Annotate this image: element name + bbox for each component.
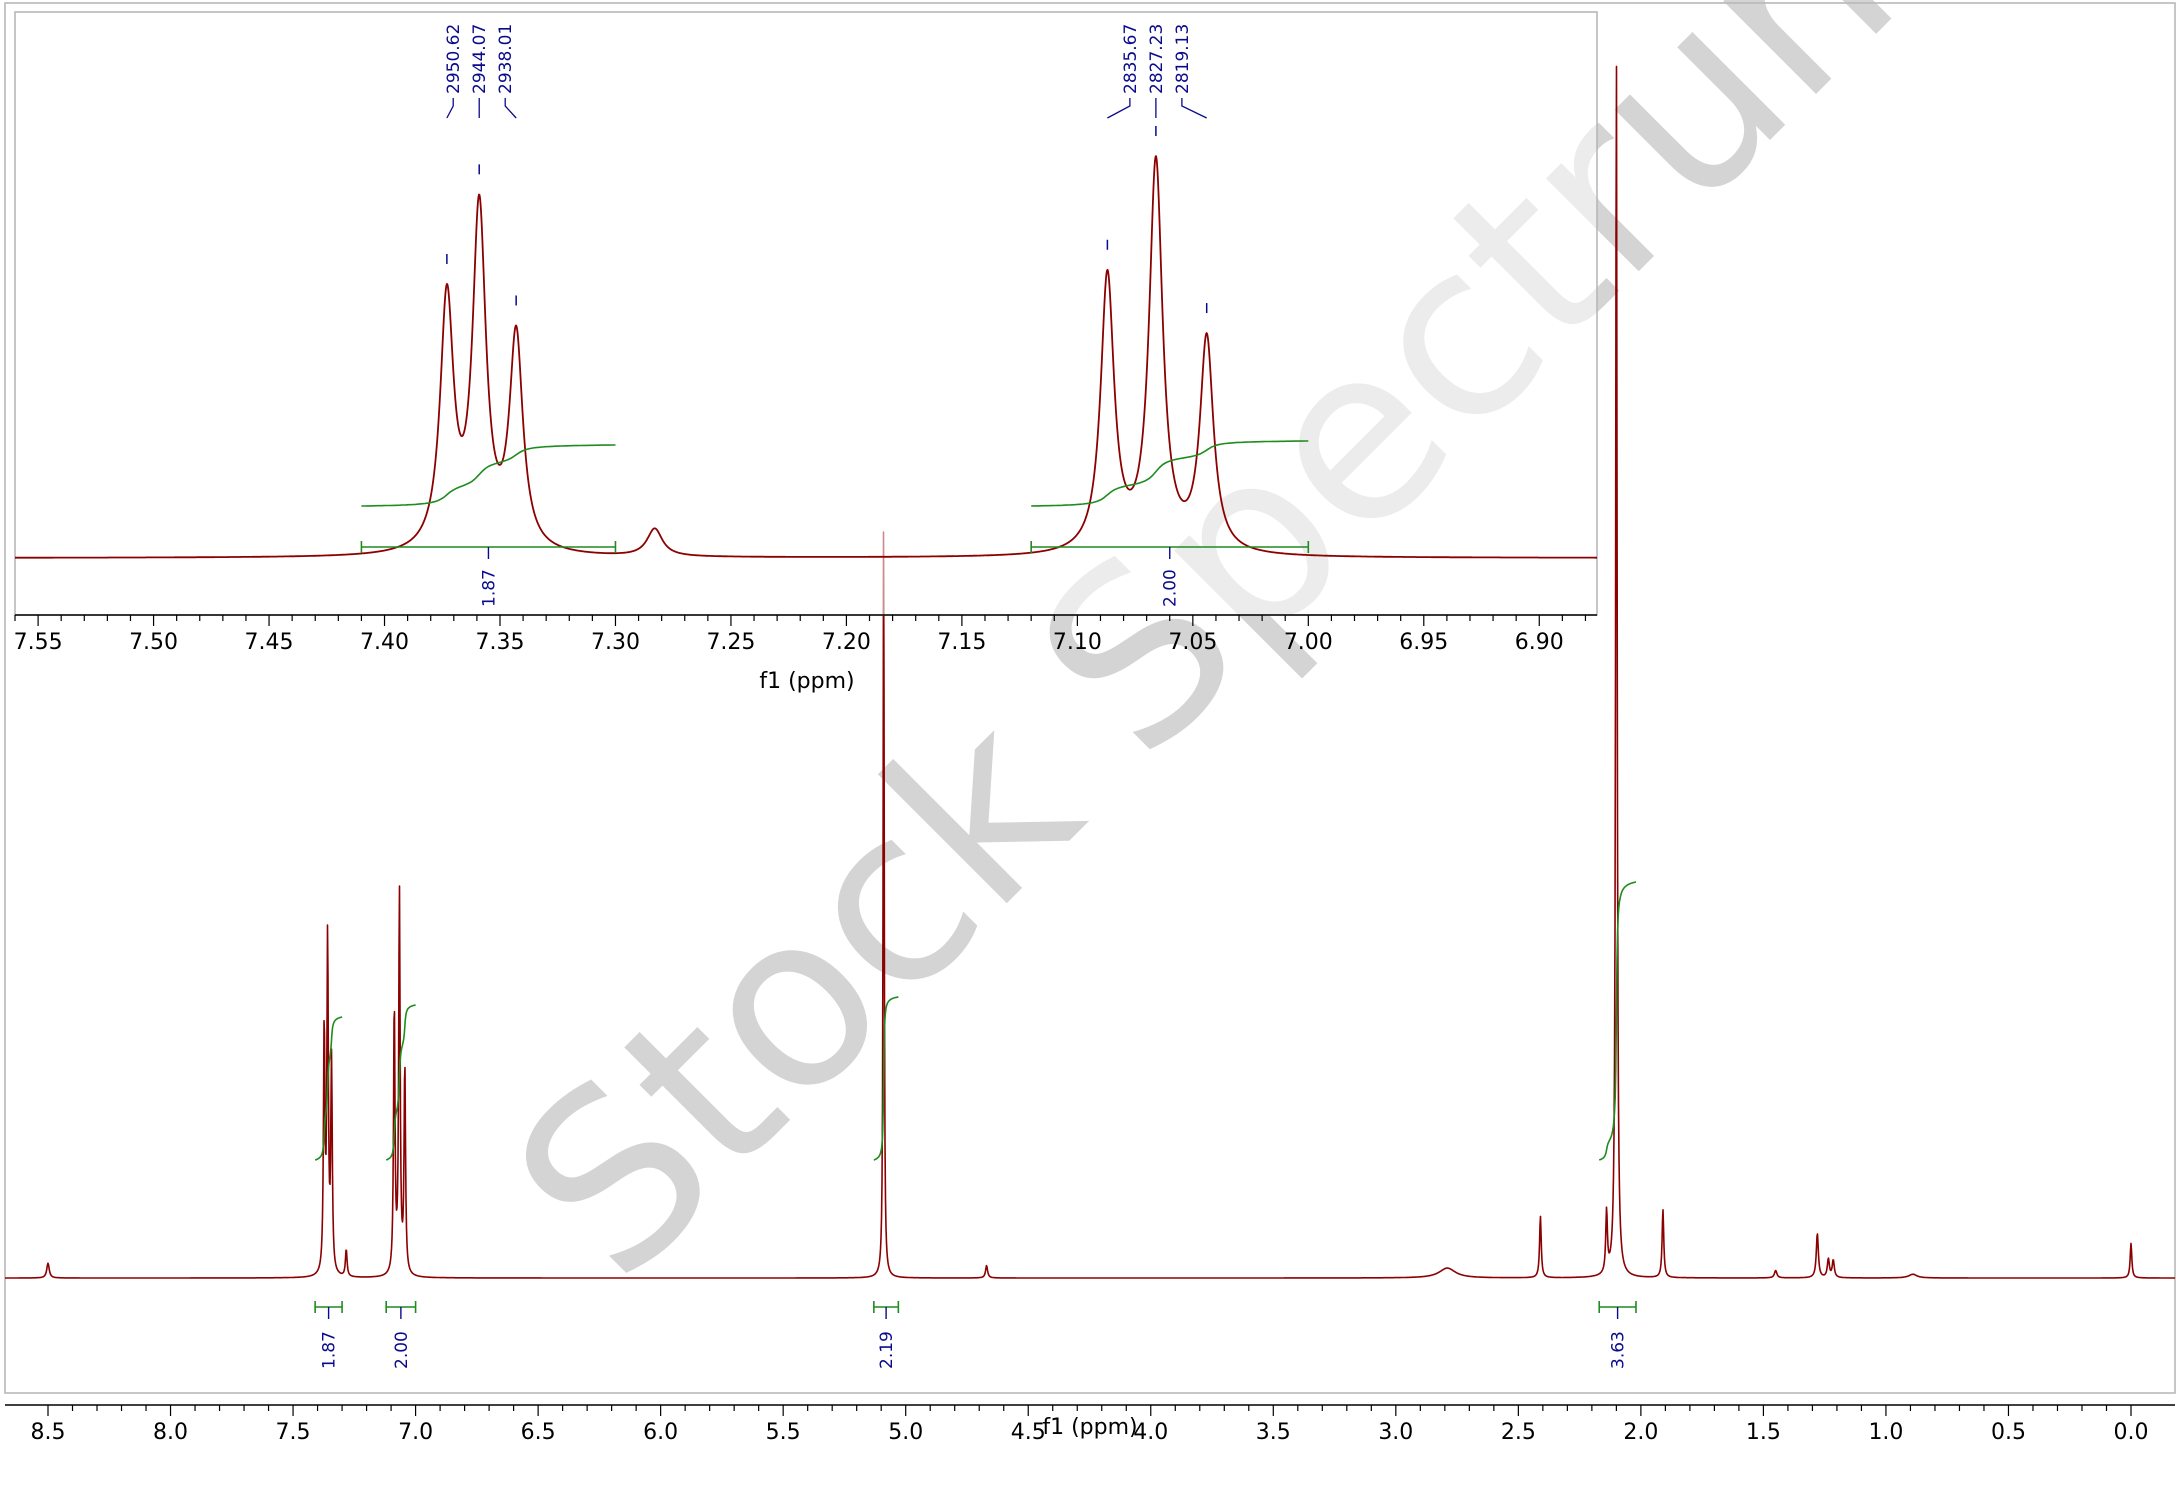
main-x-tick-label: 2.0 <box>1623 1420 1658 1445</box>
main-x-tick-label: 0.0 <box>2114 1420 2149 1445</box>
integral-value-label: 3.63 <box>1609 1331 1629 1369</box>
main-x-tick-label: 3.5 <box>1256 1420 1291 1445</box>
main-x-axis-title: f1 (ppm) <box>1042 1415 1137 1440</box>
peak-hz-label: 2819.13 <box>1173 24 1193 94</box>
main-x-tick-label: 5.5 <box>766 1420 801 1445</box>
main-x-tick-label: 5.0 <box>888 1420 923 1445</box>
main-x-tick-label: 4.5 <box>1011 1420 1046 1445</box>
peak-hz-label: 2835.67 <box>1121 24 1141 94</box>
inset-x-tick-label: 7.10 <box>1053 630 1102 655</box>
inset-x-tick-label: 6.90 <box>1515 630 1564 655</box>
integral-value-label: 1.87 <box>320 1331 340 1369</box>
main-x-tick-label: 3.0 <box>1378 1420 1413 1445</box>
inset-integral-value-label: 2.00 <box>1161 569 1181 607</box>
inset-x-tick-label: 7.45 <box>245 630 294 655</box>
main-x-tick-label: 1.5 <box>1746 1420 1781 1445</box>
inset-x-tick-label: 7.25 <box>706 630 755 655</box>
peak-label-connector <box>446 98 454 119</box>
main-x-tick-label: 6.5 <box>521 1420 556 1445</box>
inset-integral-curve <box>1031 440 1309 507</box>
main-x-tick-label: 7.0 <box>398 1420 433 1445</box>
main-x-tick-label: 6.0 <box>643 1420 678 1445</box>
inset-integral-value-label: 1.87 <box>479 569 499 607</box>
integral-curve <box>385 1004 416 1161</box>
inset-x-axis-title: f1 (ppm) <box>759 669 854 694</box>
inset-x-tick-label: 7.50 <box>129 630 178 655</box>
peak-hz-label: 2827.23 <box>1147 24 1167 94</box>
integral-curve <box>314 1016 343 1161</box>
inset-x-tick-label: 7.40 <box>360 630 409 655</box>
inset-x-tick-label: 7.15 <box>937 630 986 655</box>
inset-integral-curve <box>361 444 616 507</box>
main-x-tick-label: 1.0 <box>1868 1420 1903 1445</box>
main-plot-frame <box>4 2 2176 1394</box>
inset-x-tick-label: 6.95 <box>1399 630 1448 655</box>
inset-spectrum-trace <box>14 155 1598 559</box>
main-x-tick-label: 4.0 <box>1133 1420 1168 1445</box>
peak-hz-label: 2944.07 <box>470 24 490 94</box>
inset-x-tick-label: 7.35 <box>476 630 525 655</box>
integral-value-label: 2.00 <box>392 1331 412 1369</box>
integral-value-label: 2.19 <box>877 1331 897 1369</box>
main-x-tick-label: 0.5 <box>1991 1420 2026 1445</box>
integral-curve <box>1598 881 1637 1161</box>
peak-hz-label: 2938.01 <box>496 24 516 94</box>
inset-x-tick-label: 7.30 <box>591 630 640 655</box>
peak-label-connector <box>1181 98 1207 119</box>
main-spectrum-chart: 1.87 2.00 2.19 3.63 8.5 8.0 7.5 7.0 6.5 6.0 5.5 5.0… <box>4 65 2176 1445</box>
integral-curve <box>873 996 899 1161</box>
inset-x-tick-label: 7.55 <box>14 630 63 655</box>
main-x-tick-label: 2.5 <box>1501 1420 1536 1445</box>
inset-x-tick-label: 7.05 <box>1168 630 1217 655</box>
inset-x-tick-label: 7.00 <box>1284 630 1333 655</box>
spectrum-trace <box>4 65 2176 1279</box>
inset-x-tick-label: 7.20 <box>822 630 871 655</box>
peak-label-connector <box>1107 98 1131 119</box>
main-x-tick-label: 8.5 <box>31 1420 66 1445</box>
inset-spectrum-chart: 1.87 2.00 2950.62 2944.07 2938.01 2835.67 2827… <box>14 24 1598 655</box>
main-x-tick-label: 7.5 <box>276 1420 311 1445</box>
inset-plot-background <box>15 12 1597 615</box>
main-x-tick-label: 8.0 <box>153 1420 188 1445</box>
peak-label-connector <box>504 98 517 119</box>
peak-hz-label: 2950.62 <box>444 24 464 94</box>
